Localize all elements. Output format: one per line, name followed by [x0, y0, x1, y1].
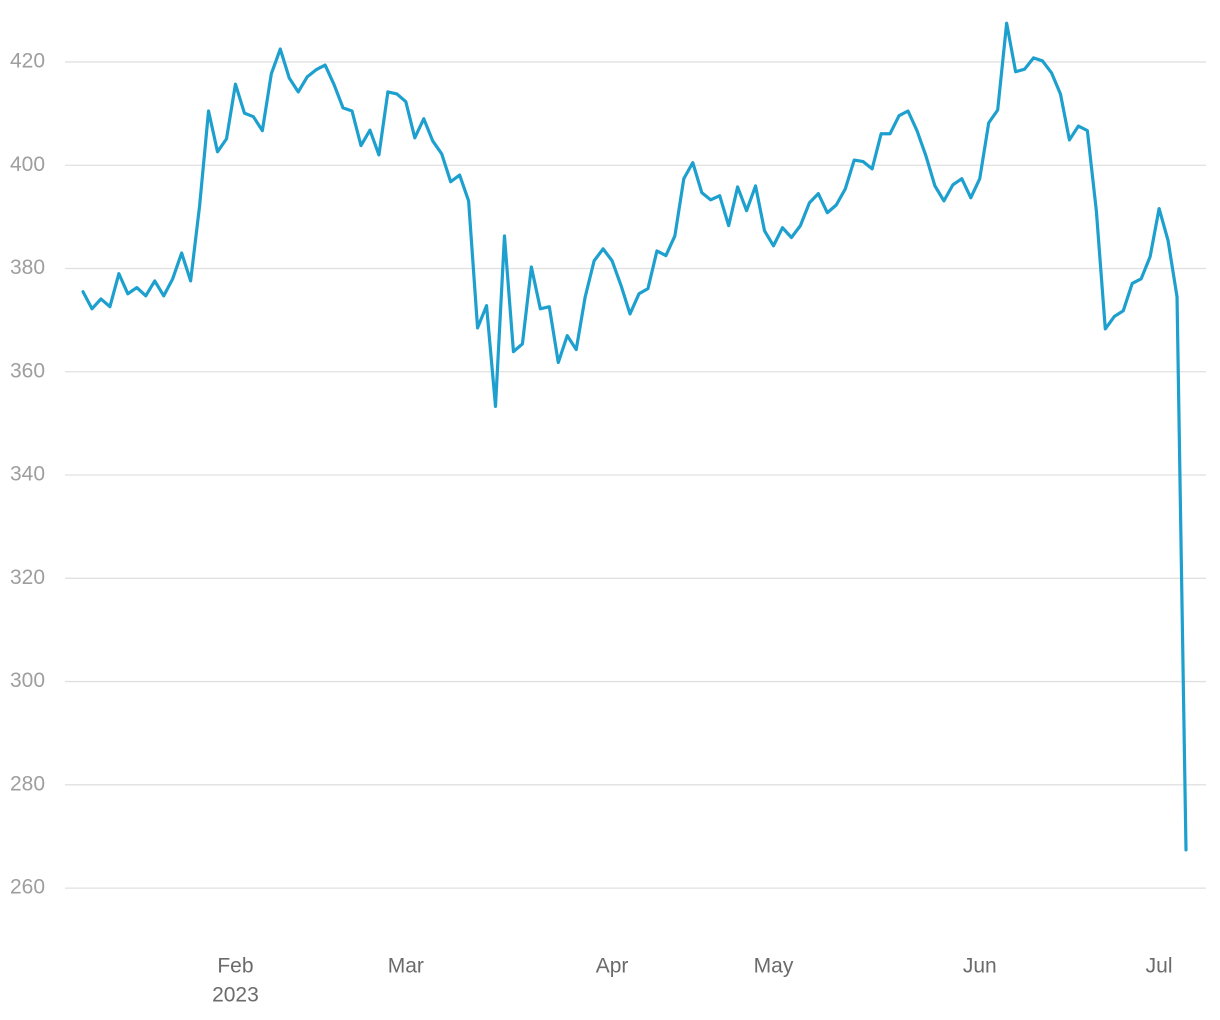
x-tick-label: Apr [596, 955, 629, 978]
x-tick-label: Mar [388, 955, 424, 978]
x-tick-label: Jun [963, 955, 997, 978]
y-tick-label: 340 [10, 463, 45, 486]
x-tick-label: Jul [1146, 955, 1173, 978]
y-tick-label: 280 [10, 772, 45, 795]
x-year-label: 2023 [212, 984, 259, 1007]
y-tick-label: 420 [10, 50, 45, 73]
y-tick-label: 300 [10, 669, 45, 692]
y-tick-label: 360 [10, 359, 45, 382]
price-line [81, 21, 1188, 852]
y-tick-label: 320 [10, 566, 45, 589]
x-tick-label: May [754, 955, 794, 978]
y-tick-label: 260 [10, 876, 45, 899]
y-tick-label: 400 [10, 153, 45, 176]
y-tick-label: 380 [10, 256, 45, 279]
x-tick-label: Feb [217, 955, 253, 978]
